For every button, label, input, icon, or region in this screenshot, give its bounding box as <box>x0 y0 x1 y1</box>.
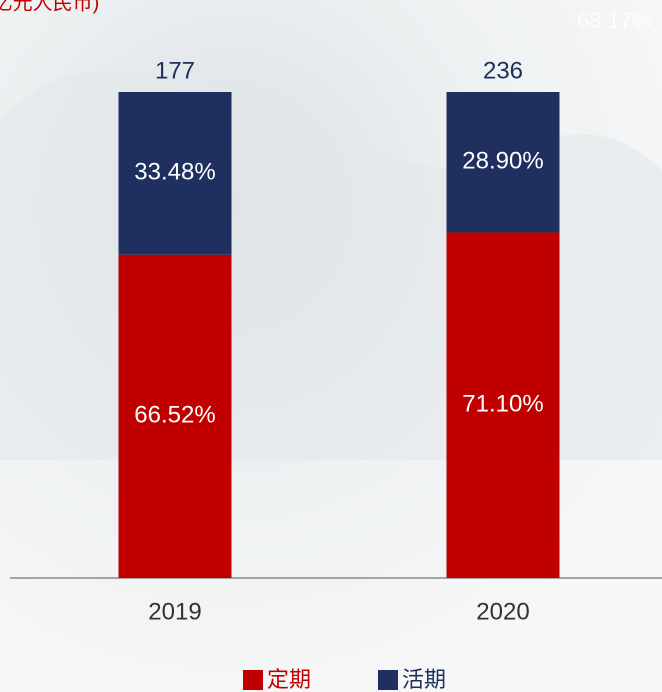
legend-label: 活期 <box>402 667 446 692</box>
value-label: 33.48% <box>134 159 215 186</box>
legend-label: 定期 <box>267 667 311 692</box>
bar-segment <box>118 92 232 255</box>
legend-swatch <box>378 670 398 690</box>
total-label: 236 <box>483 57 523 84</box>
x-tick-label: 2019 <box>148 598 201 625</box>
bar-segment <box>118 254 232 578</box>
value-label: 28.90% <box>462 148 543 175</box>
value-label: 66.52% <box>134 402 215 429</box>
bar-segment <box>446 232 560 579</box>
annotation: 68.17% <box>577 8 652 33</box>
bar-segment <box>446 92 560 233</box>
legend-swatch <box>243 670 263 690</box>
total-label: 177 <box>155 57 195 84</box>
value-label: 71.10% <box>462 391 543 418</box>
x-tick-label: 2020 <box>476 598 529 625</box>
chart-title: (亿元人民币) <box>0 0 99 14</box>
